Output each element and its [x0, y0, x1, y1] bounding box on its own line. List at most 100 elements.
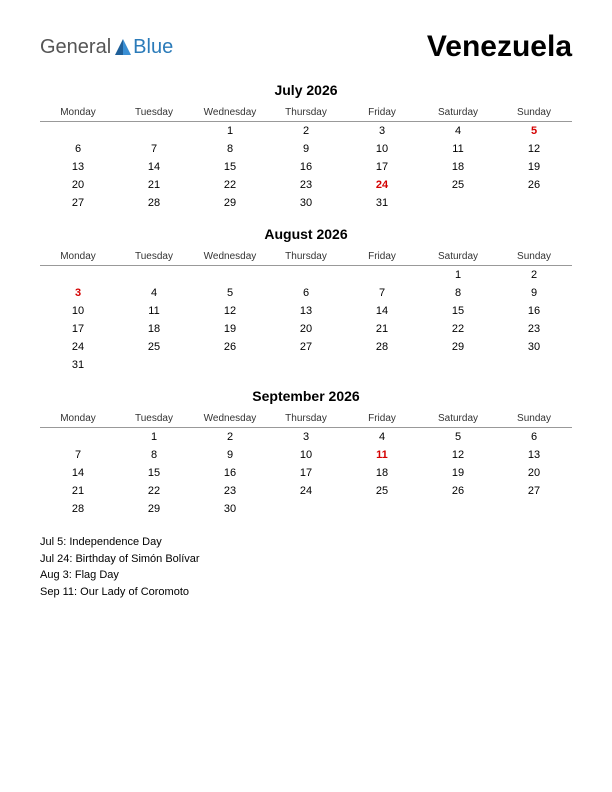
calendar-row: 14151617181920: [40, 464, 572, 482]
holiday-entry: Sep 11: Our Lady of Coromoto: [40, 584, 572, 601]
calendar-cell: 15: [116, 464, 192, 482]
header: General Blue Venezuela: [40, 30, 572, 64]
calendar-cell: 19: [496, 158, 572, 176]
calendar-cell: 26: [420, 482, 496, 500]
calendar-cell: 3: [40, 284, 116, 302]
calendar-cell: 14: [40, 464, 116, 482]
calendar-cell: 27: [40, 194, 116, 212]
calendar-cell: 13: [268, 302, 344, 320]
holiday-entry: Aug 3: Flag Day: [40, 567, 572, 584]
calendar-cell: 2: [268, 122, 344, 141]
calendar-row: 78910111213: [40, 446, 572, 464]
calendar-cell: 27: [496, 482, 572, 500]
calendar-cell: 20: [40, 176, 116, 194]
calendar-cell: [40, 266, 116, 285]
calendar-cell: 1: [420, 266, 496, 285]
calendar-cell: 1: [192, 122, 268, 141]
calendars-container: July 2026MondayTuesdayWednesdayThursdayF…: [40, 82, 572, 518]
calendar-cell: [344, 266, 420, 285]
day-header: Wednesday: [192, 248, 268, 266]
calendar-row: 12: [40, 266, 572, 285]
calendar-cell: 6: [268, 284, 344, 302]
calendar-cell: 11: [116, 302, 192, 320]
calendar-cell: 29: [420, 338, 496, 356]
calendar-cell: [116, 266, 192, 285]
calendar-cell: 16: [496, 302, 572, 320]
calendar-cell: 22: [116, 482, 192, 500]
day-header: Friday: [344, 104, 420, 122]
calendar-cell: 16: [268, 158, 344, 176]
calendar-cell: 10: [268, 446, 344, 464]
calendar-cell: 23: [268, 176, 344, 194]
calendar-cell: [420, 500, 496, 518]
day-header: Tuesday: [116, 248, 192, 266]
calendar-cell: 30: [192, 500, 268, 518]
calendar-cell: 15: [192, 158, 268, 176]
day-header: Friday: [344, 248, 420, 266]
calendar-cell: 19: [192, 320, 268, 338]
calendar-cell: 22: [420, 320, 496, 338]
calendar-cell: 28: [116, 194, 192, 212]
calendar-cell: 24: [40, 338, 116, 356]
calendar-cell: [192, 266, 268, 285]
calendar-row: 31: [40, 356, 572, 374]
calendar-cell: 14: [344, 302, 420, 320]
calendar-cell: [40, 428, 116, 447]
calendar-cell: 24: [344, 176, 420, 194]
calendar-cell: 8: [116, 446, 192, 464]
calendar-cell: 13: [40, 158, 116, 176]
day-header: Thursday: [268, 248, 344, 266]
day-header: Thursday: [268, 410, 344, 428]
calendar-cell: 17: [344, 158, 420, 176]
calendar-cell: 7: [344, 284, 420, 302]
calendar-cell: 28: [344, 338, 420, 356]
calendar-row: 282930: [40, 500, 572, 518]
calendar-cell: 1: [116, 428, 192, 447]
calendar-cell: 11: [420, 140, 496, 158]
calendar-cell: [420, 194, 496, 212]
calendar-cell: 9: [496, 284, 572, 302]
calendar-cell: 30: [268, 194, 344, 212]
calendar-row: 10111213141516: [40, 302, 572, 320]
calendar-cell: 13: [496, 446, 572, 464]
day-header: Sunday: [496, 410, 572, 428]
calendar-cell: 5: [192, 284, 268, 302]
calendar-cell: 10: [40, 302, 116, 320]
calendar-row: 2728293031: [40, 194, 572, 212]
calendar-cell: 23: [496, 320, 572, 338]
calendar-cell: 10: [344, 140, 420, 158]
logo-text-general: General: [40, 36, 111, 59]
calendar-cell: 14: [116, 158, 192, 176]
calendar-cell: 25: [344, 482, 420, 500]
calendar-cell: 12: [192, 302, 268, 320]
calendar-cell: 17: [268, 464, 344, 482]
calendar-cell: 8: [420, 284, 496, 302]
calendar-cell: [344, 500, 420, 518]
calendar-cell: [116, 356, 192, 374]
calendar-cell: 5: [420, 428, 496, 447]
calendar-cell: [496, 356, 572, 374]
calendar-row: 123456: [40, 428, 572, 447]
logo-triangle-icon: [113, 37, 133, 57]
calendar-cell: 23: [192, 482, 268, 500]
day-header: Monday: [40, 248, 116, 266]
calendar-cell: 18: [116, 320, 192, 338]
calendar-cell: 22: [192, 176, 268, 194]
calendar-cell: 18: [420, 158, 496, 176]
calendar-cell: 6: [496, 428, 572, 447]
holiday-entry: Jul 5: Independence Day: [40, 534, 572, 551]
calendar-cell: [496, 500, 572, 518]
calendar-cell: 3: [344, 122, 420, 141]
calendar-cell: 9: [268, 140, 344, 158]
day-header: Friday: [344, 410, 420, 428]
calendar-cell: 26: [496, 176, 572, 194]
calendar-cell: 9: [192, 446, 268, 464]
day-header: Monday: [40, 410, 116, 428]
calendar-cell: 21: [40, 482, 116, 500]
day-header: Thursday: [268, 104, 344, 122]
calendar-cell: [268, 356, 344, 374]
day-header: Sunday: [496, 248, 572, 266]
calendar-cell: 24: [268, 482, 344, 500]
calendar-cell: 7: [116, 140, 192, 158]
month-title: September 2026: [40, 388, 572, 404]
